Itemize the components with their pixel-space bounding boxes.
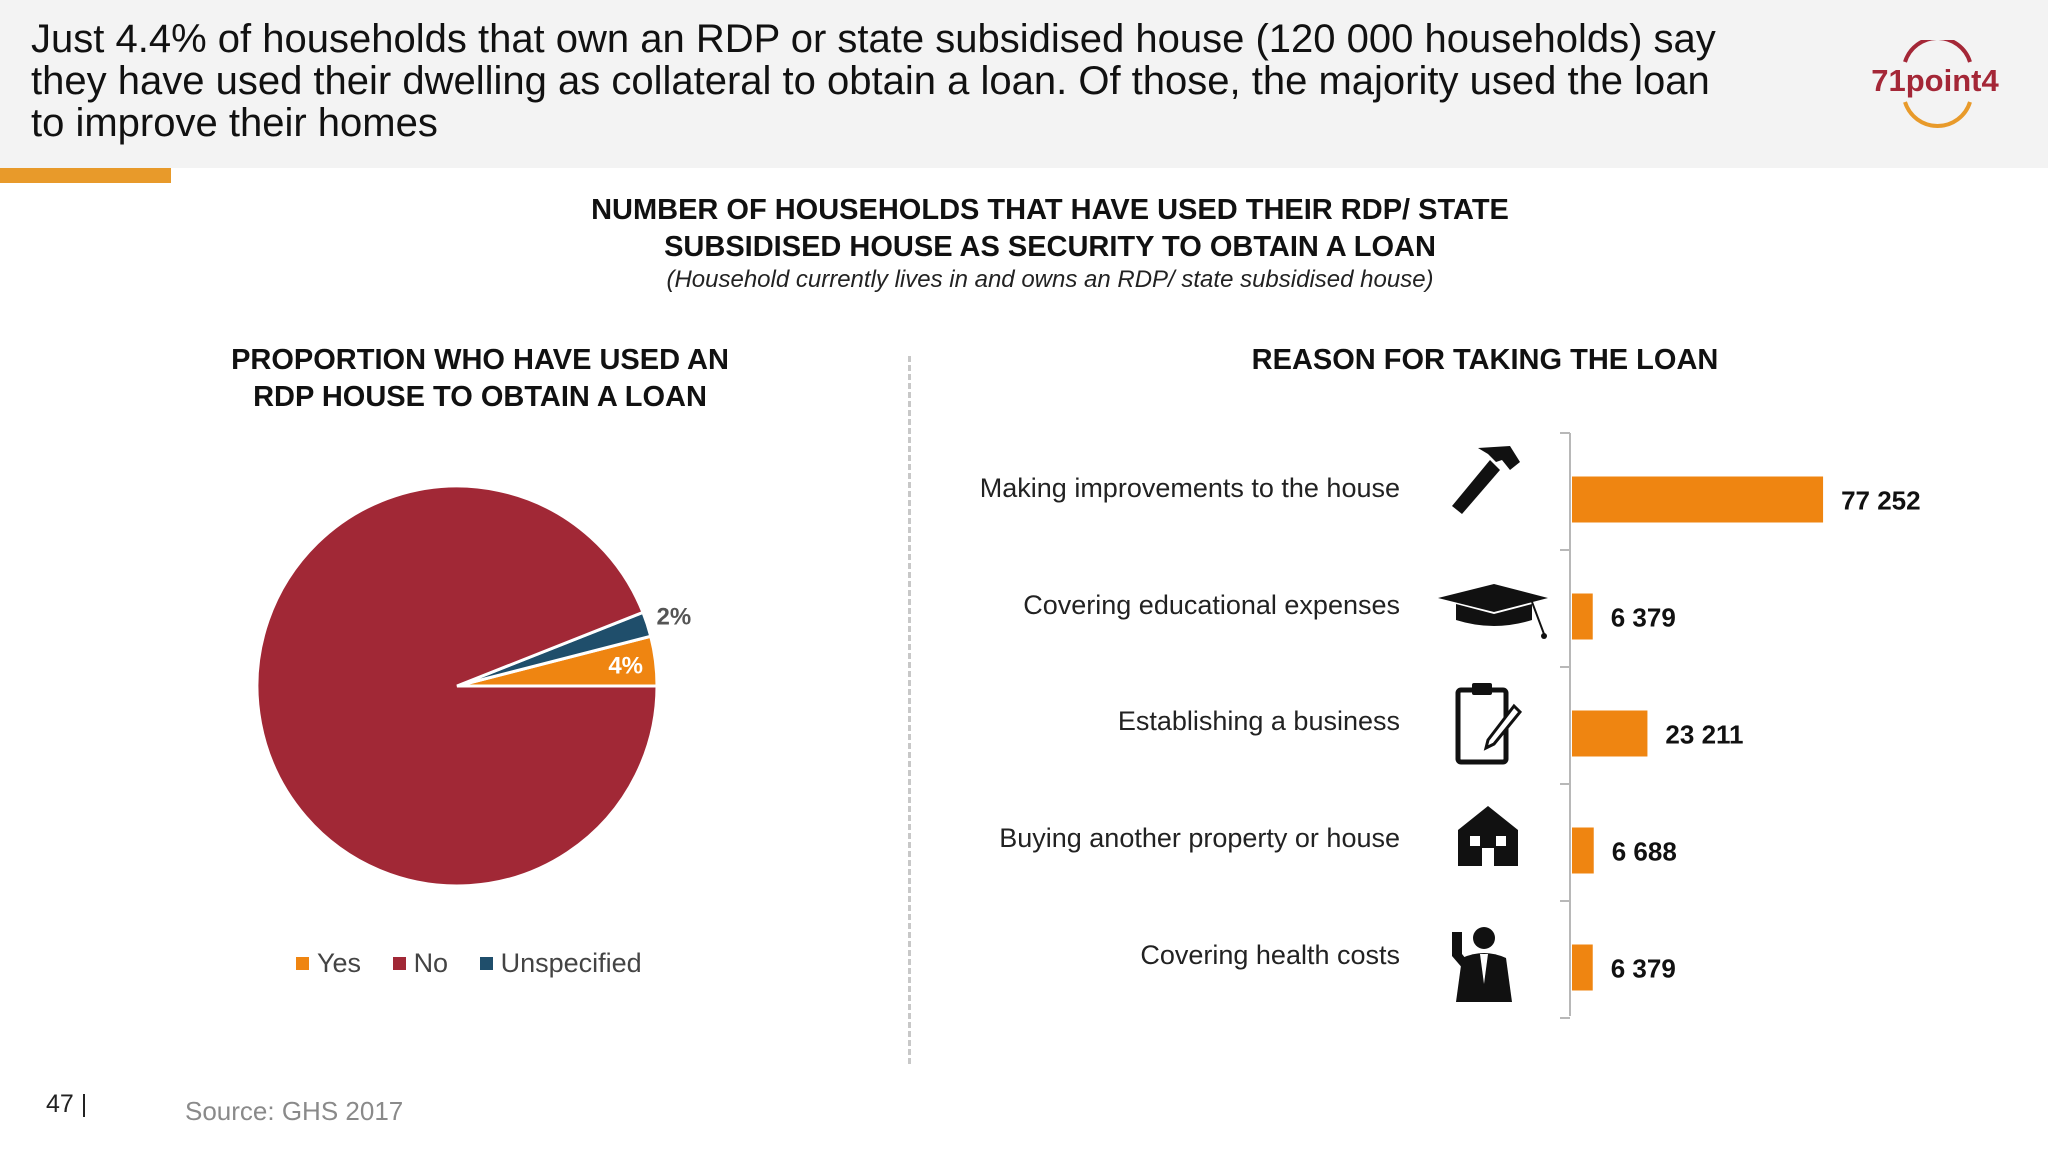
pie-data-label-unspecified: 2% xyxy=(656,604,691,631)
bar xyxy=(1572,593,1593,640)
legend-item-no: No xyxy=(392,948,449,979)
legend-item-yes: Yes xyxy=(296,948,361,979)
accent-bar xyxy=(0,168,171,183)
bar-category-label: Buying another property or house xyxy=(999,823,1400,853)
header-band: Just 4.4% of households that own an RDP … xyxy=(0,0,2048,168)
pie-data-label-yes: 4% xyxy=(608,653,643,680)
main-title-line-1: NUMBER OF HOUSEHOLDS THAT HAVE USED THEI… xyxy=(591,194,1509,226)
bar xyxy=(1572,476,1824,523)
bar-category-label: Making improvements to the house xyxy=(979,473,1400,503)
doctor-icon xyxy=(1452,927,1512,1002)
headline-line-3: to improve their homes xyxy=(31,101,438,145)
legend-label-no: No xyxy=(413,948,449,978)
logo-text: 71point4 xyxy=(1871,63,1999,98)
bar-category-label: Covering educational expenses xyxy=(1023,590,1400,620)
bar-value-label: 6 379 xyxy=(1611,954,1676,984)
legend-item-unspecified: Unspecified xyxy=(479,948,642,979)
legend-swatch-no xyxy=(392,957,406,970)
clipboard-icon xyxy=(1455,683,1523,765)
graduation-cap-icon xyxy=(1438,584,1548,639)
house-icon xyxy=(1458,806,1518,866)
main-title-line-2: SUBSIDISED HOUSE AS SECURITY TO OBTAIN A… xyxy=(664,231,1436,263)
headline-line-1: Just 4.4% of households that own an RDP … xyxy=(31,17,1716,61)
pie-title-line-2: RDP HOUSE TO OBTAIN A LOAN xyxy=(253,381,707,413)
bar-value-label: 6 688 xyxy=(1612,837,1677,867)
section-divider xyxy=(908,356,911,1064)
pie-legend: Yes No Unspecified xyxy=(296,948,666,979)
headline: Just 4.4% of households that own an RDP … xyxy=(31,18,1831,144)
bar xyxy=(1572,710,1648,757)
main-title: NUMBER OF HOUSEHOLDS THAT HAVE USED THEI… xyxy=(0,192,2048,266)
legend-swatch-yes xyxy=(296,957,309,970)
hammer-icon xyxy=(1452,446,1520,514)
legend-swatch-unspecified xyxy=(479,957,493,970)
bar xyxy=(1572,827,1594,874)
logo-arc-top xyxy=(1903,40,1972,63)
headline-line-2: they have used their dwelling as collate… xyxy=(31,59,1710,103)
bar-chart-title: REASON FOR TAKING THE LOAN xyxy=(1251,344,1719,376)
bar-value-label: 77 252 xyxy=(1841,486,1921,516)
71point4-logo: 71point4 xyxy=(1871,40,1999,129)
bar-category-label: Covering health costs xyxy=(1140,940,1400,970)
main-subtitle: (Household currently lives in and owns a… xyxy=(666,266,1434,293)
bar-value-label: 23 211 xyxy=(1665,720,1743,750)
legend-label-yes: Yes xyxy=(317,948,362,978)
bar-category-label: Establishing a business xyxy=(1117,706,1400,736)
logo-arc-bottom xyxy=(1903,101,1972,129)
pie-title-line-1: PROPORTION WHO HAVE USED AN xyxy=(231,344,729,376)
page-number: 47 | xyxy=(46,1090,88,1118)
legend-label-unspecified: Unspecified xyxy=(500,948,642,978)
source-note: Source: GHS 2017 xyxy=(185,1096,404,1126)
bar xyxy=(1572,944,1593,991)
pie-slice-no xyxy=(255,484,659,888)
bar-value-label: 6 379 xyxy=(1611,603,1676,633)
pie-chart-title: PROPORTION WHO HAVE USED AN RDP HOUSE TO… xyxy=(140,342,820,416)
